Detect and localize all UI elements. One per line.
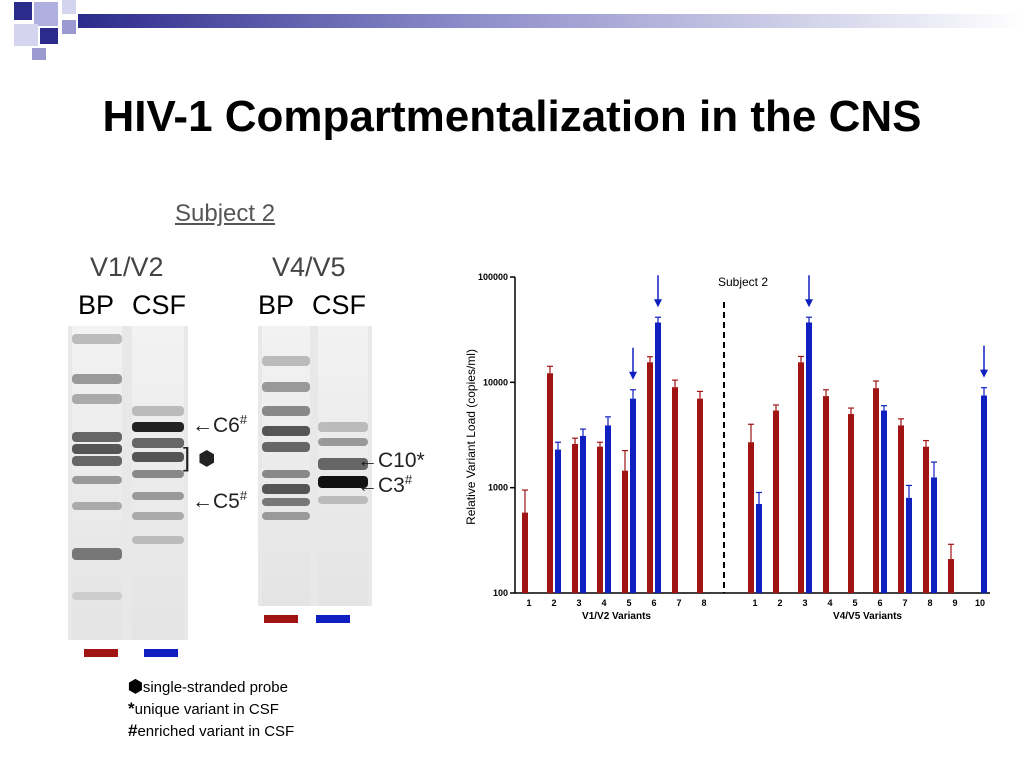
bar-bp-g1-6 xyxy=(647,362,653,593)
gel-subject-label: Subject 2 xyxy=(175,200,276,227)
bar-bp-g2-3 xyxy=(798,362,804,593)
legend-item-probe: ⬢single-stranded probe xyxy=(128,677,288,696)
gel-lane-csf-v1v2 xyxy=(132,326,184,640)
gel-marker-bp-v1v2 xyxy=(84,649,118,657)
gel-lane-csf-v4v5 xyxy=(318,326,368,606)
x-tick-label-g2-2: 2 xyxy=(777,598,782,608)
gel-legend: ⬢single-stranded probe *unique variant i… xyxy=(128,676,294,742)
x-axis-label-g1: V1/V2 Variants xyxy=(582,611,651,622)
bar-bp-g2-8 xyxy=(923,446,929,593)
bar-csf-g1-3 xyxy=(580,435,586,593)
probe-hexagon-icon: ⬢ xyxy=(198,448,216,470)
x-tick-label-g2-6: 6 xyxy=(877,598,882,608)
gel-bracket-probe: ] xyxy=(183,442,191,472)
gel-annotation-c10: ←C10* xyxy=(357,449,425,472)
x-tick-label-g2-9: 9 xyxy=(952,598,957,608)
gel-marker-csf-v4v5 xyxy=(316,615,350,623)
bar-bp-g2-1 xyxy=(748,442,754,593)
arrow-down-icon-g1-6 xyxy=(654,299,662,308)
y-tick-label-100: 100 xyxy=(493,588,508,598)
x-tick-label-g2-8: 8 xyxy=(927,598,932,608)
x-tick-label-g2-4: 4 xyxy=(827,598,832,608)
bar-csf-g2-7 xyxy=(906,497,912,593)
x-tick-label-g1-1: 1 xyxy=(526,598,531,608)
arrow-down-icon-g1-5 xyxy=(629,371,637,380)
chart-title: Subject 2 xyxy=(718,275,768,289)
x-tick-label-g2-1: 1 xyxy=(752,598,757,608)
gel-annotation-c3: ←C3# xyxy=(357,472,413,497)
bar-csf-g1-6 xyxy=(655,322,661,593)
y-tick-label-1000: 1000 xyxy=(488,483,508,493)
x-tick-label-g1-3: 3 xyxy=(576,598,581,608)
gel-region-v1v2: V1/V2 xyxy=(90,252,164,282)
x-tick-label-g2-5: 5 xyxy=(852,598,857,608)
bar-csf-g2-3 xyxy=(806,322,812,593)
bar-bp-g2-4 xyxy=(823,396,829,593)
gel-lane-bp-v1v2 xyxy=(72,326,122,640)
bar-bp-g2-5 xyxy=(848,414,854,593)
x-tick-label-g2-10: 10 xyxy=(975,598,985,608)
gel-lane-label-csf-2: CSF xyxy=(312,290,366,320)
bar-csf-g1-4 xyxy=(605,425,611,593)
bar-bp-g2-7 xyxy=(898,425,904,593)
bar-bp-g1-8 xyxy=(697,398,703,593)
x-tick-label-g1-5: 5 xyxy=(626,598,631,608)
x-tick-label-g1-7: 7 xyxy=(676,598,681,608)
bar-bp-g2-9 xyxy=(948,559,954,593)
x-axis-label-g2: V4/V5 Variants xyxy=(833,611,902,622)
gel-region-v4v5: V4/V5 xyxy=(272,252,346,282)
y-axis-label: Relative Variant Load (copies/ml) xyxy=(464,349,478,525)
legend-item-enriched: #enriched variant in CSF xyxy=(128,721,295,740)
bar-csf-g2-1 xyxy=(756,503,762,593)
slide-header-gradient-bar xyxy=(78,14,1024,28)
variant-load-chart: 100 1000 10000 100000 Relative Variant Load … xyxy=(464,272,990,622)
slide-corner-decoration xyxy=(0,0,130,62)
gel-annotation-c6: ←C6# xyxy=(192,412,248,437)
bar-bp-g1-3 xyxy=(572,443,578,593)
bar-bp-g1-7 xyxy=(672,387,678,593)
x-tick-label-g1-4: 4 xyxy=(601,598,606,608)
arrow-down-icon-g2-3 xyxy=(805,299,813,308)
y-tick-label-100000: 100000 xyxy=(478,272,508,282)
gel-lane-label-bp-2: BP xyxy=(258,290,295,320)
x-tick-label-g1-6: 6 xyxy=(651,598,656,608)
bar-bp-g2-6 xyxy=(873,388,879,593)
bar-csf-g1-2 xyxy=(555,449,561,593)
bar-csf-g2-8 xyxy=(931,477,937,593)
gel-marker-bp-v4v5 xyxy=(264,615,298,623)
legend-item-unique: *unique variant in CSF xyxy=(128,699,279,718)
bar-bp-g1-2 xyxy=(547,373,553,593)
bar-bp-g1-4 xyxy=(597,446,603,593)
x-tick-label-g1-8: 8 xyxy=(701,598,706,608)
x-tick-label-g2-7: 7 xyxy=(902,598,907,608)
gel-lane-label-csf-1: CSF xyxy=(132,290,186,320)
gel-panel-v4v5 xyxy=(258,326,372,606)
gel-lane-label-bp-1: BP xyxy=(78,290,115,320)
bar-bp-g1-1 xyxy=(522,512,528,593)
x-tick-label-g1-2: 2 xyxy=(551,598,556,608)
y-tick-label-10000: 10000 xyxy=(483,377,508,387)
gel-annotation-c5: ←C5# xyxy=(192,488,248,513)
legend-probe-icon: ⬢ xyxy=(128,677,143,696)
gel-figure: Subject 2 V1/V2 V4/V5 BP CSF BP CSF xyxy=(60,196,440,666)
gel-marker-csf-v1v2 xyxy=(144,649,178,657)
bar-csf-g2-6 xyxy=(881,410,887,593)
bar-csf-g1-5 xyxy=(630,398,636,593)
gel-lane-bp-v4v5 xyxy=(262,326,310,606)
gel-panel-v1v2 xyxy=(68,326,188,640)
bar-bp-g2-2 xyxy=(773,410,779,593)
bar-csf-g2-10 xyxy=(981,395,987,593)
bar-bp-g1-5 xyxy=(622,470,628,593)
arrow-down-icon-g2-10 xyxy=(980,369,988,378)
slide-title: HIV-1 Compartmentalization in the CNS xyxy=(102,92,922,141)
x-tick-label-g2-3: 3 xyxy=(802,598,807,608)
